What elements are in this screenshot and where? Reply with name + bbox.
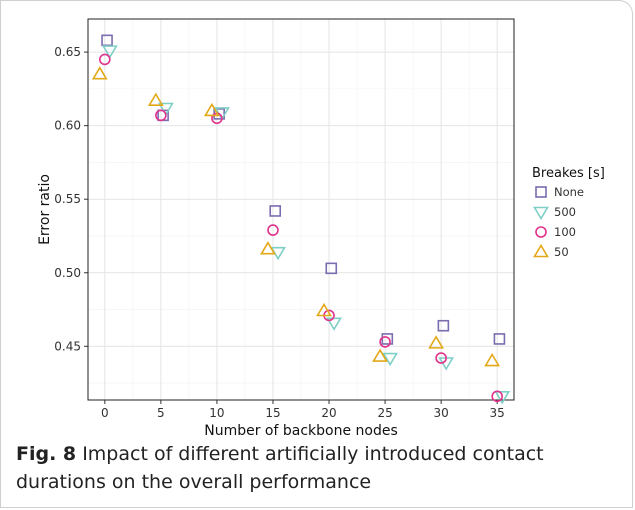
data-point-50: [260, 241, 276, 255]
x-tick-label: 25: [377, 406, 392, 420]
plot-border: [87, 18, 515, 401]
scatter-chart: 0 5 10 15 20 25 30 35 0.45 0.50 0.55 0.60 0.65 Number…: [37, 18, 605, 439]
data-point-None: [381, 333, 394, 345]
data-point-500: [158, 102, 174, 117]
data-point-None: [269, 205, 282, 217]
x-tick-label: 0: [101, 406, 109, 420]
data-point-None: [493, 333, 506, 345]
data-point-50: [372, 348, 388, 362]
legend-label: None: [554, 185, 584, 199]
data-point-50: [484, 352, 501, 367]
figure-caption: Fig. 8 Impact of different artificially …: [16, 440, 616, 496]
legend-key-100: [535, 226, 547, 238]
y-tick-label: 0.55: [54, 192, 81, 206]
data-point-100: [267, 224, 279, 236]
legend-key-50: [533, 243, 549, 258]
legend-key-None: [535, 186, 547, 198]
data-point-50: [147, 92, 164, 106]
x-tick-label: 20: [321, 406, 336, 420]
data-point-None: [437, 319, 450, 332]
x-tick-label: 10: [209, 406, 224, 420]
data-point-100: [379, 336, 391, 348]
data-point-50: [316, 302, 332, 317]
y-tick-label: 0.45: [54, 339, 81, 353]
y-tick-label: 0.60: [54, 119, 81, 133]
data-point-100: [99, 53, 111, 66]
legend-label: 500: [554, 205, 576, 219]
data-point-500: [101, 45, 118, 59]
data-point-500: [494, 391, 511, 405]
data-point-None: [325, 262, 338, 275]
data-point-100: [155, 109, 167, 122]
data-point-50: [428, 335, 444, 349]
data-point-100: [435, 352, 447, 364]
legend-label: 100: [554, 225, 576, 239]
caption-label: Fig. 8: [16, 443, 77, 465]
y-tick-label: 0.65: [54, 45, 81, 59]
x-tick-label: 15: [265, 406, 280, 420]
y-tick-label: 0.50: [54, 266, 81, 280]
legend-key-500: [533, 206, 549, 221]
x-tick-label: 35: [490, 406, 505, 420]
legend-title: Breakes [s]: [532, 166, 605, 181]
x-axis-label: Number of backbone nodes: [204, 423, 398, 439]
data-point-50: [91, 66, 108, 80]
data-point-100: [491, 390, 503, 403]
y-axis-label: Error ratio: [37, 174, 53, 245]
x-tick-label: 30: [433, 406, 448, 420]
legend-label: 50: [554, 245, 569, 259]
x-tick-label: 5: [157, 406, 165, 420]
data-point-50: [203, 102, 220, 117]
caption-text: Impact of different artificially introdu…: [16, 443, 544, 493]
data-point-500: [382, 352, 399, 367]
